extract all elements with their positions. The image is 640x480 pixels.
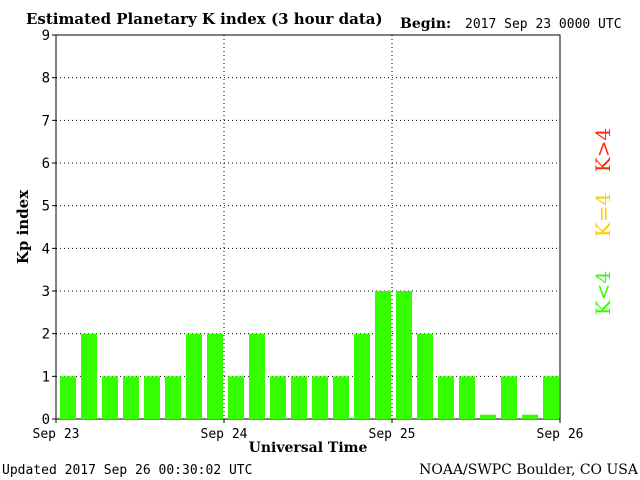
updated-timestamp: Updated 2017 Sep 26 00:30:02 UTC xyxy=(2,463,252,478)
legend-k-greater-4: K>4 xyxy=(591,128,615,172)
kp-bar xyxy=(270,376,286,419)
kp-bar xyxy=(354,333,370,419)
grid-lines xyxy=(56,35,560,419)
chart-title: Estimated Planetary K index (3 hour data… xyxy=(26,10,383,28)
kp-bars xyxy=(60,291,559,419)
kp-bar xyxy=(522,414,538,419)
kp-bar xyxy=(186,333,202,419)
legend-k-less-4: K<4 xyxy=(591,271,615,315)
kp-bar xyxy=(501,376,517,419)
kp-bar xyxy=(228,376,244,419)
y-tick-label: 2 xyxy=(42,327,50,343)
source-credit: NOAA/SWPC Boulder, CO USA xyxy=(419,462,639,478)
y-tick-label: 4 xyxy=(42,241,50,257)
kp-bar xyxy=(249,333,265,419)
kp-bar xyxy=(102,376,118,419)
kp-bar xyxy=(438,376,454,419)
kp-bar xyxy=(81,333,97,419)
kp-bar xyxy=(396,291,412,419)
kp-bar xyxy=(207,333,223,419)
kp-bar xyxy=(417,333,433,419)
y-tick-label: 7 xyxy=(42,113,50,129)
y-tick-label: 5 xyxy=(42,199,50,215)
y-axis-ticks: 0 1 2 3 4 5 6 7 8 9 xyxy=(42,28,56,428)
kp-bar xyxy=(144,376,160,419)
kp-bar xyxy=(123,376,139,419)
y-tick-label: 1 xyxy=(42,369,50,385)
y-tick-label: 3 xyxy=(42,284,50,300)
x-tick-label: Sep 25 xyxy=(369,427,416,442)
begin-label: Begin: xyxy=(400,16,451,32)
x-tick-label: Sep 23 xyxy=(33,427,80,442)
x-axis-ticks: Sep 23 Sep 24 Sep 25 Sep 26 xyxy=(33,419,584,442)
kp-bar xyxy=(459,376,475,419)
y-axis-label: Kp index xyxy=(14,189,32,264)
x-axis-label: Universal Time xyxy=(249,440,368,456)
legend-k-equal-4: K=4 xyxy=(591,193,615,237)
x-tick-label: Sep 24 xyxy=(201,427,248,442)
begin-value: 2017 Sep 23 0000 UTC xyxy=(465,17,622,32)
plot-frame xyxy=(55,34,561,420)
y-tick-label: 6 xyxy=(42,156,50,172)
kp-bar xyxy=(291,376,307,419)
kp-bar xyxy=(543,376,559,419)
y-tick-label: 8 xyxy=(42,71,50,87)
y-tick-label: 9 xyxy=(42,28,50,44)
kp-bar xyxy=(312,376,328,419)
y-tick-label: 0 xyxy=(42,412,50,428)
kp-bar xyxy=(60,376,76,419)
kp-bar xyxy=(480,414,496,419)
kp-bar xyxy=(333,376,349,419)
x-tick-label: Sep 26 xyxy=(537,427,584,442)
kp-bar xyxy=(165,376,181,419)
kp-bar xyxy=(375,291,391,419)
